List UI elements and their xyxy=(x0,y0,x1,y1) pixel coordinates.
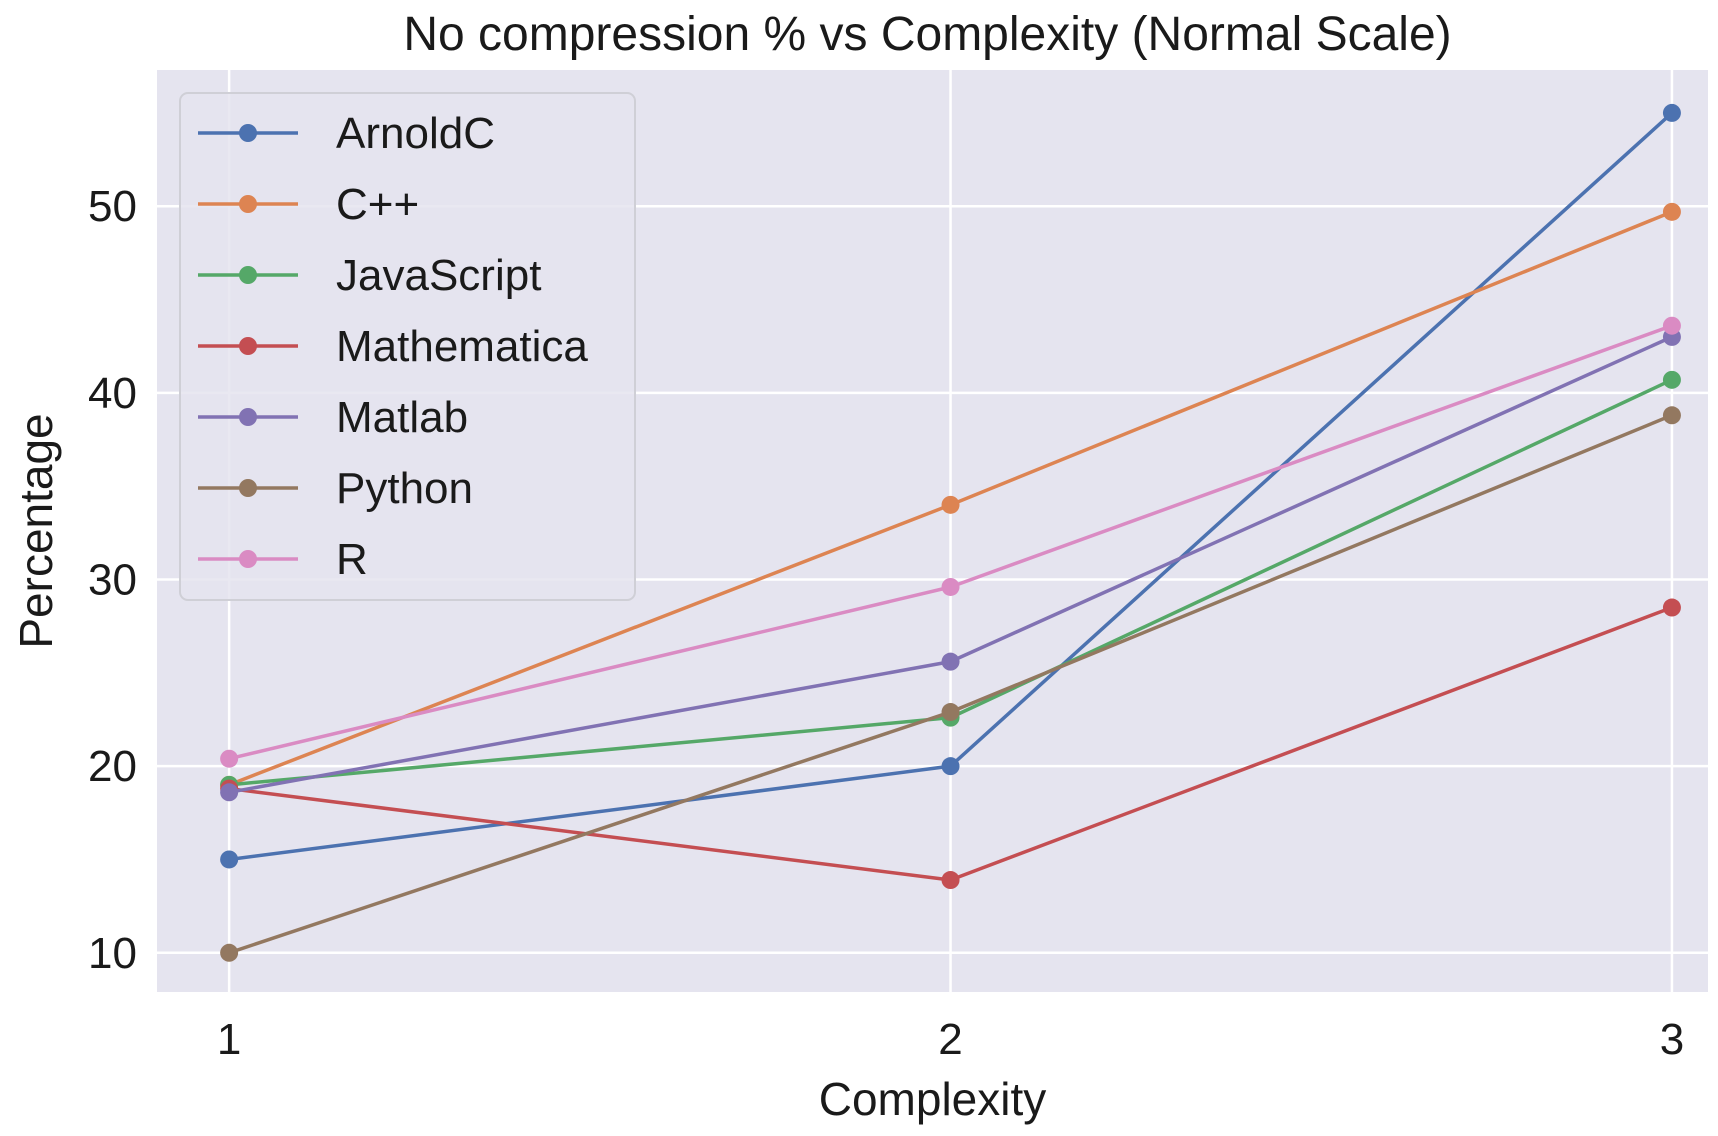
data-point xyxy=(941,871,960,890)
legend-label: R xyxy=(336,535,368,584)
y-tick-label: 10 xyxy=(88,929,137,978)
legend-label: Matlab xyxy=(336,393,468,442)
x-axis-label: Complexity xyxy=(819,1073,1047,1125)
data-point xyxy=(941,495,960,514)
data-point xyxy=(941,652,960,671)
data-point xyxy=(1662,598,1681,617)
series-matlab xyxy=(220,327,1681,802)
legend-marker xyxy=(239,124,257,142)
legend-label: C++ xyxy=(336,180,419,229)
legend-item: Matlab xyxy=(198,393,468,442)
data-point xyxy=(941,703,960,722)
series-python xyxy=(220,406,1681,962)
legend-marker xyxy=(239,408,257,426)
x-axis: 1 2 3 xyxy=(217,1015,1684,1064)
y-axis: 10 20 30 40 50 xyxy=(88,182,137,978)
legend-marker xyxy=(239,479,257,497)
legend-label: ArnoldC xyxy=(336,109,495,158)
legend-marker xyxy=(239,195,257,213)
legend-item: Mathematica xyxy=(198,322,588,371)
data-point xyxy=(1662,406,1681,425)
legend-marker xyxy=(239,337,257,355)
data-point xyxy=(220,943,239,962)
legend-item: R xyxy=(198,535,368,584)
y-tick-label: 30 xyxy=(88,556,137,605)
data-point xyxy=(1662,370,1681,389)
legend-marker xyxy=(239,266,257,284)
data-point xyxy=(941,757,960,776)
data-point xyxy=(1662,103,1681,122)
data-point xyxy=(1662,316,1681,335)
legend-box xyxy=(179,92,636,601)
data-point xyxy=(220,850,239,869)
data-point xyxy=(941,577,960,596)
legend-item: Python xyxy=(198,464,473,513)
legend-marker xyxy=(239,550,257,568)
legend-label: Mathematica xyxy=(336,322,588,371)
y-axis-label: Percentage xyxy=(10,413,62,648)
data-point xyxy=(220,749,239,768)
data-point xyxy=(1662,202,1681,221)
x-tick-label: 2 xyxy=(938,1015,962,1064)
series-arnoldc xyxy=(220,103,1681,869)
x-tick-label: 1 xyxy=(217,1015,241,1064)
data-point xyxy=(220,783,239,802)
series-r xyxy=(220,316,1681,768)
x-tick-label: 3 xyxy=(1660,1015,1684,1064)
legend-label: Python xyxy=(336,464,473,513)
legend-item: JavaScript xyxy=(198,251,541,300)
legend-item: ArnoldC xyxy=(198,109,495,158)
chart-title: No compression % vs Complexity (Normal S… xyxy=(403,8,1451,61)
series-layer xyxy=(220,103,1681,962)
legend: ArnoldC C++ JavaScript Mathematica Matlab Pyt… xyxy=(179,92,636,601)
y-tick-label: 40 xyxy=(88,369,137,418)
legend-label: JavaScript xyxy=(336,251,541,300)
y-tick-label: 20 xyxy=(88,742,137,791)
legend-item: C++ xyxy=(198,180,419,229)
y-tick-label: 50 xyxy=(88,182,137,231)
